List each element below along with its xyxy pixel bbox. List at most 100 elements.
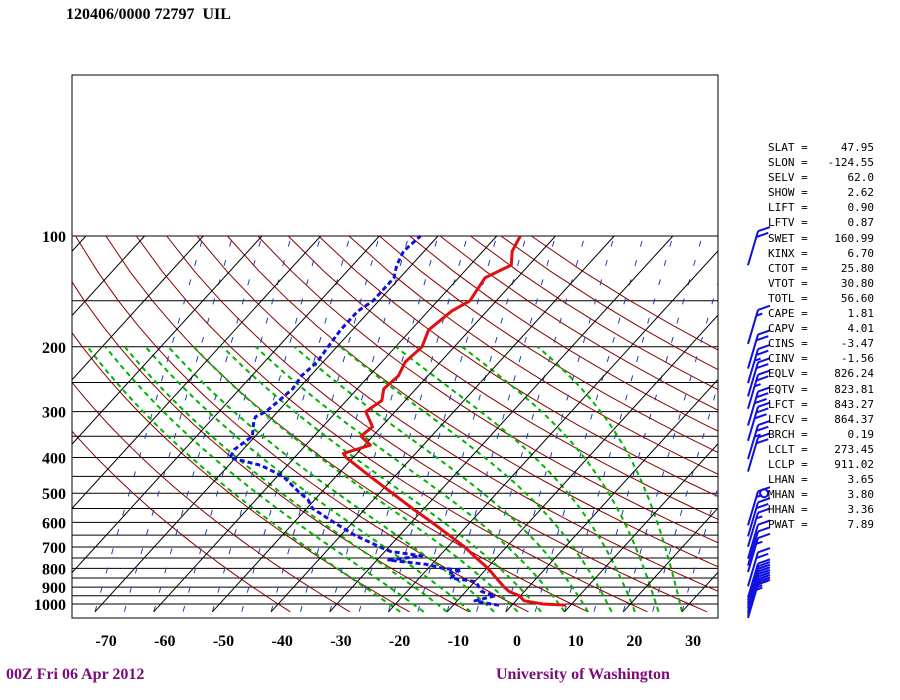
index-value: 4.01	[847, 322, 875, 336]
moist-adiabat	[86, 346, 401, 613]
barb-flag	[755, 566, 769, 573]
index-row-show: SHOW = 2.62	[768, 185, 874, 200]
barb-staff	[747, 524, 759, 559]
barb-flag	[754, 574, 761, 579]
index-row-cins: CINS = -3.47	[768, 336, 874, 351]
barb-flag	[757, 419, 771, 427]
index-key: SHOW =	[768, 186, 808, 200]
temperature-tick-label: -40	[272, 633, 293, 650]
wind-barb	[759, 488, 769, 499]
pressure-tick-label: 800	[42, 561, 66, 578]
wind-barb	[747, 401, 771, 442]
isotherm-line	[72, 235, 204, 381]
mixing-ratio-line	[211, 235, 322, 612]
dry-adiabat	[135, 235, 648, 613]
index-value: -1.56	[840, 352, 874, 366]
dry-adiabat	[75, 235, 529, 613]
index-row-eqtv: EQTV = 823.81	[768, 382, 874, 397]
plot-frame	[71, 74, 719, 619]
index-value: 6.70	[847, 246, 875, 260]
barb-flag	[755, 515, 763, 520]
barb-flag	[755, 312, 763, 317]
index-row-kinx: KINX = 6.70	[768, 246, 874, 261]
moist-adiabat	[144, 346, 472, 613]
temperature-tick-label: -70	[95, 633, 116, 650]
wind-barb	[747, 507, 771, 547]
barb-flag	[754, 413, 767, 420]
pressure-tick-label: 100	[42, 229, 66, 246]
barb-flag	[754, 383, 761, 388]
index-value: 0.19	[847, 427, 875, 441]
index-key: KINX =	[768, 246, 808, 260]
barb-flag	[755, 438, 769, 445]
index-value: 3.65	[847, 473, 875, 487]
index-value: 62.0	[847, 171, 875, 185]
barb-flag	[754, 433, 761, 438]
barb-flag	[755, 569, 769, 576]
temperature-axis: -70 -60 -50 -40 -30 -20 -10 0 10 20 30	[95, 633, 701, 650]
dewpoint-trace	[228, 234, 500, 607]
barb-flag	[757, 561, 771, 568]
barb-flag	[755, 502, 769, 510]
index-row-lift: LIFT = 0.90	[768, 200, 874, 215]
temperature-trace	[341, 235, 567, 607]
barb-flag	[755, 564, 769, 571]
dry-adiabat	[470, 235, 718, 391]
moist-adiabat	[104, 346, 425, 613]
mixing-ratio-line	[94, 235, 204, 612]
index-value: 0.87	[847, 216, 875, 230]
mixing-ratio-line	[153, 235, 263, 612]
barb-flag	[757, 304, 771, 311]
index-key: VTOT =	[768, 276, 808, 290]
isotherm-grid	[72, 235, 718, 613]
index-value: 864.37	[834, 412, 874, 426]
index-key: LFCT =	[768, 397, 808, 411]
dry-adiabat	[379, 235, 718, 453]
pressure-tick-label: 300	[42, 405, 66, 422]
index-key: SELV =	[768, 171, 808, 185]
wind-barb	[747, 526, 771, 566]
index-value: 0.90	[847, 201, 875, 215]
barb-flag	[757, 497, 771, 504]
pressure-tick-label: 1000	[34, 597, 66, 614]
index-key: LIFT =	[768, 201, 808, 215]
sounding-indices: SLAT = 47.95 SLON = -124.55 SELV = 62.0 SHOW =…	[768, 140, 874, 532]
index-row-totl: TOTL = 56.60	[768, 291, 874, 306]
index-row-mhan: MHAN = 3.80	[768, 487, 874, 502]
barb-flag	[754, 397, 767, 405]
barb-flag	[757, 329, 771, 336]
index-key: EQLV =	[768, 367, 808, 381]
barb-flag	[757, 507, 771, 514]
mixing-ratio-line	[417, 235, 527, 612]
index-value: 3.36	[847, 503, 875, 517]
wind-barb	[747, 419, 771, 460]
index-value: 826.24	[834, 367, 874, 381]
dry-adiabat	[72, 281, 470, 613]
barb-flag	[755, 392, 769, 399]
dry-adiabat	[439, 235, 718, 411]
isotherm-line	[564, 443, 718, 613]
wind-barb	[747, 369, 771, 410]
temperature-tick-label: -10	[448, 633, 469, 650]
barb-flag	[754, 577, 761, 582]
wind-barb	[747, 329, 771, 369]
barb-flag	[754, 580, 761, 585]
index-value: 911.02	[834, 457, 874, 471]
wind-barb	[747, 532, 771, 573]
mixing-ratio-line	[241, 235, 351, 612]
pressure-tick-label: 400	[42, 451, 66, 468]
barb-flag	[754, 582, 761, 587]
barb-flag	[755, 425, 769, 432]
moist-adiabat	[255, 346, 566, 613]
index-key: MHAN =	[768, 488, 808, 502]
dry-adiabat	[348, 235, 718, 475]
index-key: CINS =	[768, 337, 808, 351]
dry-adiabat	[72, 430, 291, 613]
wind-barb	[747, 386, 771, 426]
wind-barb	[747, 558, 771, 598]
index-row-lfcv: LFCV = 864.37	[768, 412, 874, 427]
barb-flag	[757, 532, 771, 539]
index-key: LFCV =	[768, 412, 808, 426]
index-value: 3.80	[847, 488, 875, 502]
